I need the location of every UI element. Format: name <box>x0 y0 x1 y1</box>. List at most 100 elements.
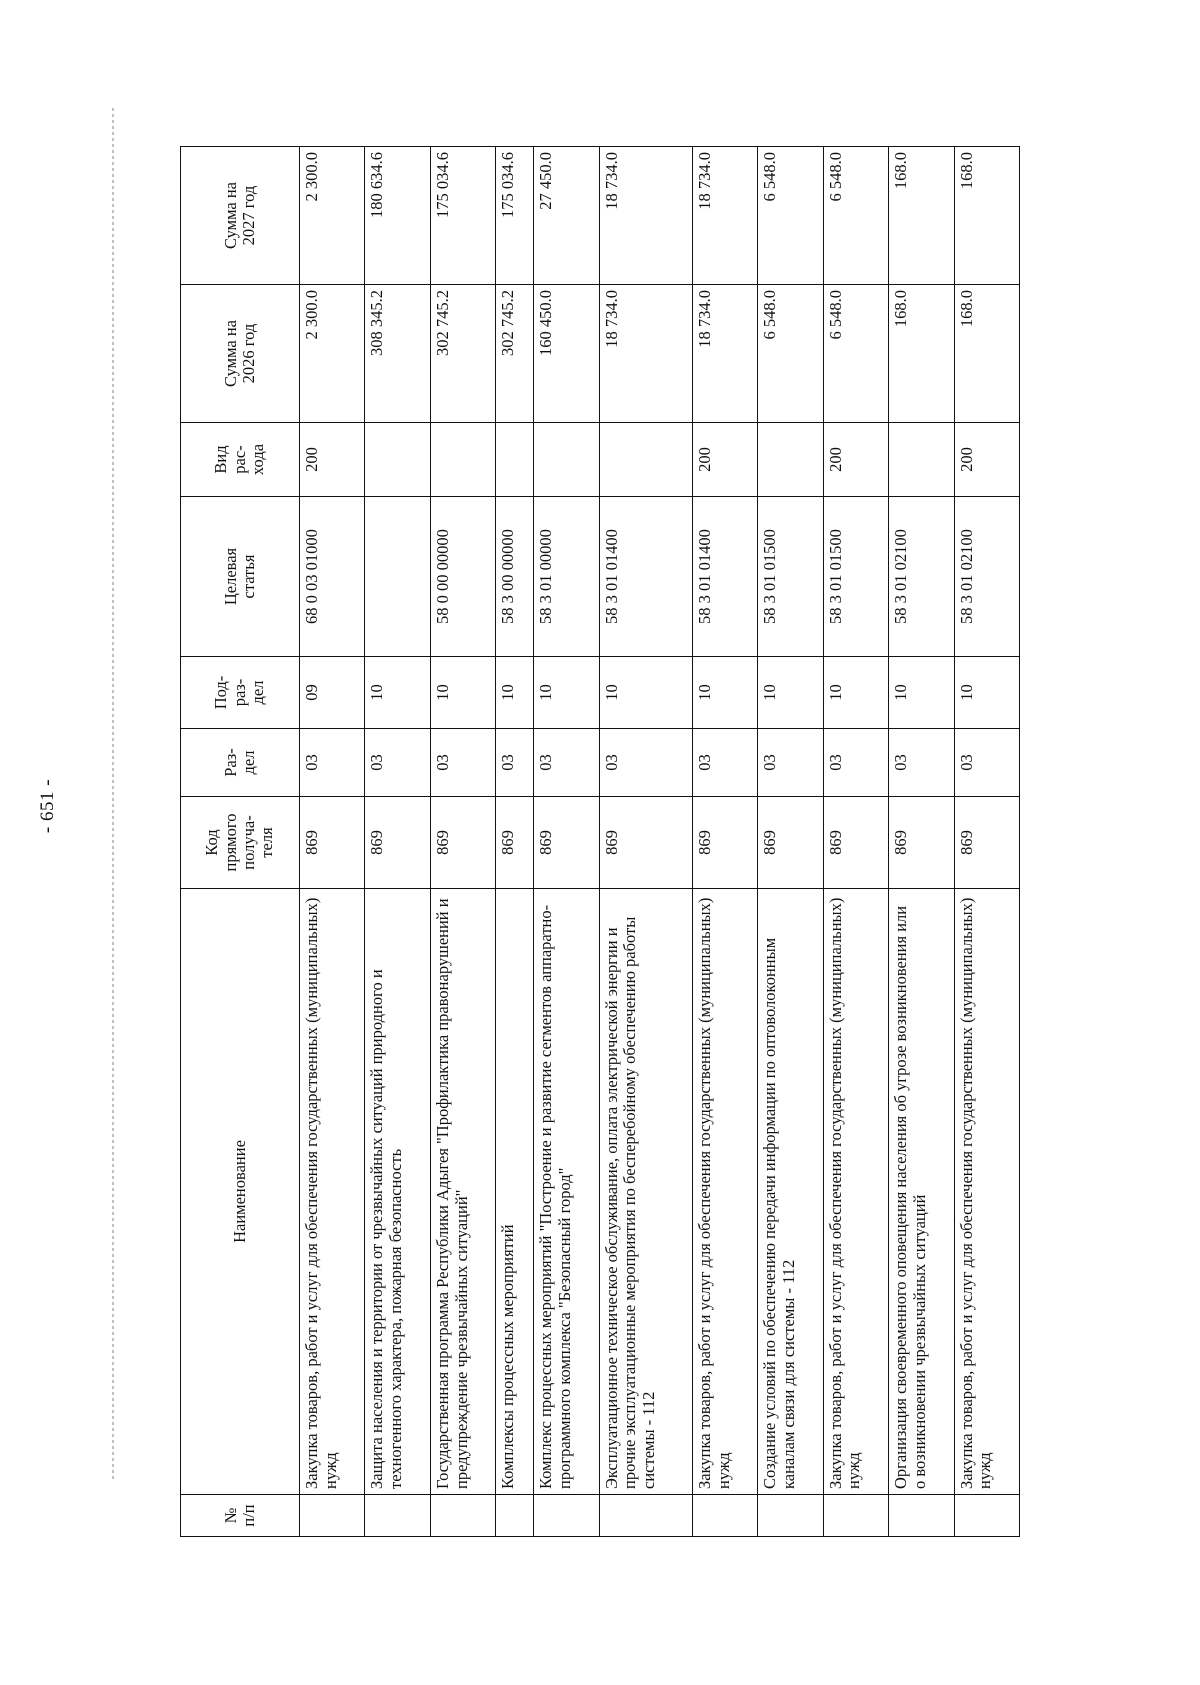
row-cell-podrazdel: 09 <box>299 656 365 729</box>
row-cell-podrazdel: 10 <box>954 656 1020 729</box>
row-cell-sum-2026: 160 450.0 <box>533 284 600 423</box>
row-cell-recipient-code: 869 <box>364 796 431 889</box>
row-cell-sum-2027: 18 734.0 <box>599 146 693 285</box>
row-cell-num <box>692 1494 758 1537</box>
row-cell-name: Эксплуатационное техническое обслуживани… <box>599 888 693 1495</box>
row-cell-podrazdel: 10 <box>430 656 496 729</box>
table-body: Закупка товаров, работ и услуг для обесп… <box>299 146 1020 1537</box>
row-cell-sum-2026: 168.0 <box>888 284 955 423</box>
row-cell-name: Государственная программа Республики Ады… <box>430 888 496 1495</box>
row-cell-expense-type <box>495 422 534 497</box>
column-header-recipient-code: Код прямого получа- теля <box>180 796 300 889</box>
row-cell-razdel: 03 <box>364 728 431 797</box>
row-cell-sum-2027: 2 300.0 <box>299 146 365 285</box>
row-cell-sum-2026: 6 548.0 <box>823 284 889 423</box>
row-cell-num <box>888 1494 955 1537</box>
row-cell-expense-type: 200 <box>299 422 365 497</box>
row-cell-sum-2027: 180 634.6 <box>364 146 431 285</box>
row-cell-podrazdel: 10 <box>533 656 600 729</box>
row-cell-expense-type <box>757 422 824 497</box>
row-cell-target-article: 68 0 03 01000 <box>299 496 365 657</box>
row-cell-podrazdel: 10 <box>823 656 889 729</box>
row-cell-sum-2026: 302 745.2 <box>495 284 534 423</box>
row-cell-num <box>495 1494 534 1537</box>
budget-table: № п/п Наименование Код прямого получа- т… <box>180 146 1020 1537</box>
row-cell-recipient-code: 869 <box>888 796 955 889</box>
row-cell-recipient-code: 869 <box>599 796 693 889</box>
row-cell-razdel: 03 <box>599 728 693 797</box>
row-cell-num <box>823 1494 889 1537</box>
row-cell-razdel: 03 <box>430 728 496 797</box>
column-header-podrazdel: Под- раз- дел <box>180 656 300 729</box>
row-cell-name: Закупка товаров, работ и услуг для обесп… <box>954 888 1020 1495</box>
row-cell-sum-2027: 6 548.0 <box>823 146 889 285</box>
row-cell-sum-2027: 18 734.0 <box>692 146 758 285</box>
row-cell-sum-2027: 175 034.6 <box>430 146 496 285</box>
row-cell-sum-2026: 18 734.0 <box>692 284 758 423</box>
table-row: Закупка товаров, работ и услуг для обесп… <box>954 146 1020 1537</box>
row-cell-sum-2026: 6 548.0 <box>757 284 824 423</box>
row-cell-target-article: 58 3 01 01400 <box>599 496 693 657</box>
row-cell-podrazdel: 10 <box>364 656 431 729</box>
row-cell-razdel: 03 <box>823 728 889 797</box>
column-header-sum-2026: Сумма на 2026 год <box>180 284 300 423</box>
row-cell-target-article: 58 3 01 01400 <box>692 496 758 657</box>
row-cell-recipient-code: 869 <box>823 796 889 889</box>
column-header-expense-type: Вид рас- хода <box>180 422 300 497</box>
row-cell-name: Комплексы процессных мероприятий <box>495 888 534 1495</box>
table-row: Организация своевременного оповещения на… <box>888 146 955 1537</box>
row-cell-podrazdel: 10 <box>888 656 955 729</box>
row-cell-razdel: 03 <box>533 728 600 797</box>
row-cell-num <box>533 1494 600 1537</box>
row-cell-podrazdel: 10 <box>692 656 758 729</box>
column-header-razdel: Раз- дел <box>180 728 300 797</box>
row-cell-razdel: 03 <box>888 728 955 797</box>
row-cell-expense-type <box>599 422 693 497</box>
row-cell-num <box>430 1494 496 1537</box>
row-cell-expense-type <box>888 422 955 497</box>
table-row: Защита населения и территории от чрезвыч… <box>364 146 431 1537</box>
row-cell-podrazdel: 10 <box>495 656 534 729</box>
table-row: Закупка товаров, работ и услуг для обесп… <box>823 146 889 1537</box>
row-cell-recipient-code: 869 <box>757 796 824 889</box>
row-cell-name: Закупка товаров, работ и услуг для обесп… <box>823 888 889 1495</box>
row-cell-sum-2027: 27 450.0 <box>533 146 600 285</box>
row-cell-sum-2027: 175 034.6 <box>495 146 534 285</box>
row-cell-expense-type: 200 <box>692 422 758 497</box>
column-header-num: № п/п <box>180 1494 300 1537</box>
row-cell-sum-2027: 168.0 <box>888 146 955 285</box>
row-cell-name: Создание условий по обеспечению передачи… <box>757 888 824 1495</box>
row-cell-target-article <box>364 496 431 657</box>
row-cell-num <box>954 1494 1020 1537</box>
row-cell-name: Закупка товаров, работ и услуг для обесп… <box>299 888 365 1495</box>
row-cell-razdel: 03 <box>954 728 1020 797</box>
table-row: Комплекс процессных мероприятий "Построе… <box>533 146 600 1537</box>
row-cell-target-article: 58 3 01 01500 <box>757 496 824 657</box>
table-row: Закупка товаров, работ и услуг для обесп… <box>299 146 365 1537</box>
row-cell-name: Закупка товаров, работ и услуг для обесп… <box>692 888 758 1495</box>
row-cell-expense-type: 200 <box>823 422 889 497</box>
row-cell-expense-type <box>533 422 600 497</box>
column-header-sum-2027: Сумма на 2027 год <box>180 146 300 285</box>
table-header: № п/п Наименование Код прямого получа- т… <box>180 146 300 1537</box>
table-header-row: № п/п Наименование Код прямого получа- т… <box>180 146 300 1537</box>
row-cell-num <box>364 1494 431 1537</box>
row-cell-razdel: 03 <box>495 728 534 797</box>
row-cell-name: Защита населения и территории от чрезвыч… <box>364 888 431 1495</box>
row-cell-recipient-code: 869 <box>430 796 496 889</box>
row-cell-razdel: 03 <box>299 728 365 797</box>
row-cell-expense-type <box>430 422 496 497</box>
row-cell-podrazdel: 10 <box>757 656 824 729</box>
row-cell-sum-2027: 168.0 <box>954 146 1020 285</box>
row-cell-recipient-code: 869 <box>299 796 365 889</box>
table-row: Создание условий по обеспечению передачи… <box>757 146 824 1537</box>
row-cell-sum-2026: 302 745.2 <box>430 284 496 423</box>
row-cell-target-article: 58 3 01 02100 <box>888 496 955 657</box>
scan-edge-artifact <box>112 108 114 1480</box>
table-row: Комплексы процессных мероприятий 869 03 10 5… <box>495 146 534 1537</box>
row-cell-num <box>299 1494 365 1537</box>
row-cell-recipient-code: 869 <box>533 796 600 889</box>
row-cell-name: Организация своевременного оповещения на… <box>888 888 955 1495</box>
row-cell-name: Комплекс процессных мероприятий "Построе… <box>533 888 600 1495</box>
